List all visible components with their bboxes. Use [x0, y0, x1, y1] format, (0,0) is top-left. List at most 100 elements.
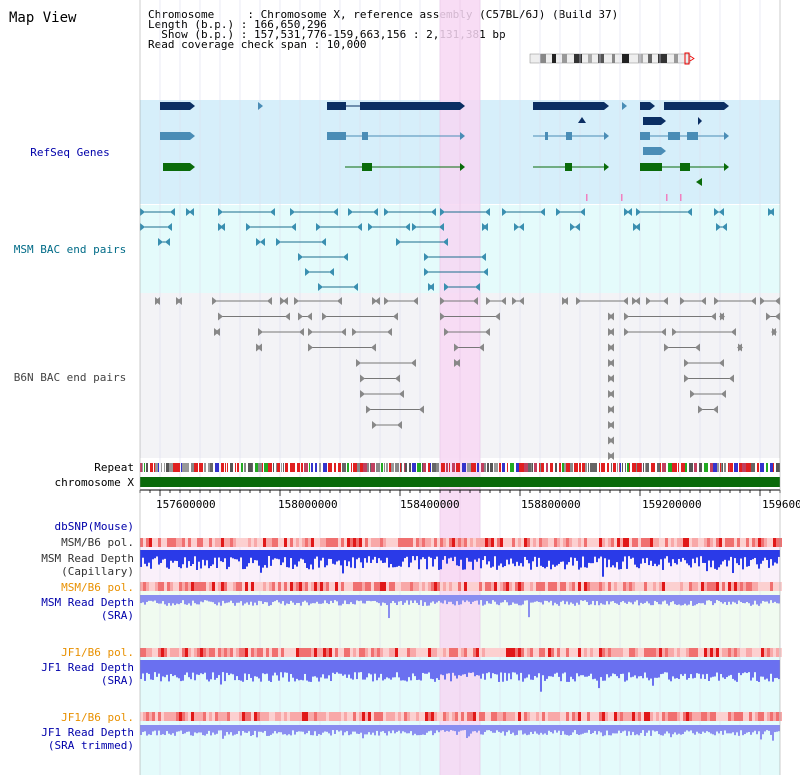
- track-label-msm-bac[interactable]: MSM BAC end pairs: [13, 243, 127, 256]
- pol-cell: [542, 582, 545, 591]
- depth-bar: [156, 660, 158, 677]
- pol-cell: [233, 538, 236, 547]
- depth-bar: [690, 595, 692, 601]
- depth-bar: [192, 660, 194, 673]
- depth-bar: [322, 595, 324, 604]
- depth-bar: [184, 660, 186, 675]
- depth-bar: [348, 725, 350, 736]
- pol-cell: [305, 538, 308, 547]
- chromosome-ideogram[interactable]: [528, 52, 700, 66]
- track-label-refseq[interactable]: RefSeq Genes: [30, 146, 110, 159]
- pol-cell: [434, 538, 437, 547]
- depth-bar: [456, 595, 458, 602]
- pol-cell: [263, 648, 266, 657]
- track-label-jf1-depth-sra-sub[interactable]: (SRA): [100, 674, 134, 687]
- depth-bar: [382, 725, 384, 732]
- depth-bar: [400, 660, 402, 681]
- gene-strand-arrow: [258, 102, 263, 110]
- depth-bar: [372, 725, 374, 733]
- depth-bar: [376, 550, 378, 564]
- depth-bar: [476, 660, 478, 676]
- repeat-element: [401, 463, 402, 472]
- depth-bar: [514, 660, 516, 673]
- pol-cell: [260, 712, 263, 721]
- repeat-element: [436, 463, 439, 472]
- track-label-jf1-depth-trimmed[interactable]: JF1 Read Depth: [41, 726, 134, 739]
- depth-bar: [628, 550, 630, 557]
- depth-bar: [356, 550, 358, 560]
- depth-bar: [346, 725, 348, 732]
- depth-bar: [768, 725, 770, 731]
- track-label-msm-depth-sra[interactable]: MSM Read Depth: [41, 596, 134, 609]
- pol-cell: [344, 582, 347, 591]
- depth-bar: [184, 725, 186, 734]
- depth-bar: [692, 595, 694, 606]
- depth-bar: [178, 725, 180, 732]
- pol-cell: [143, 582, 146, 591]
- pol-cell: [206, 582, 209, 591]
- repeat-element: [494, 463, 497, 472]
- depth-bar: [534, 725, 536, 732]
- depth-bar: [486, 595, 488, 602]
- depth-bar: [720, 725, 722, 731]
- depth-bar: [546, 725, 548, 735]
- bac-end: [270, 208, 275, 216]
- repeat-element: [625, 463, 626, 472]
- depth-bar: [720, 550, 722, 565]
- track-label-msm-depth-sra-sub[interactable]: (SRA): [100, 609, 134, 622]
- pol-cell: [194, 712, 197, 721]
- depth-bar: [726, 725, 728, 734]
- pol-cell: [368, 538, 371, 547]
- pol-cell: [383, 712, 386, 721]
- pol-cell: [659, 582, 662, 591]
- depth-bar: [516, 595, 518, 604]
- pol-cell: [422, 582, 425, 591]
- pol-cell: [635, 648, 638, 657]
- depth-bar: [258, 725, 260, 732]
- gene-exon: [640, 102, 650, 110]
- pol-cell: [566, 712, 569, 721]
- depth-bar: [692, 550, 694, 559]
- pol-cell: [677, 538, 680, 547]
- depth-bar: [672, 660, 674, 677]
- pol-cell: [764, 648, 767, 657]
- pol-cell: [605, 538, 608, 547]
- bac-end: [540, 208, 545, 216]
- gene-exon: [160, 102, 190, 110]
- depth-bar: [760, 725, 762, 740]
- repeat-element: [490, 463, 493, 472]
- pol-cell: [767, 538, 770, 547]
- depth-bar: [776, 725, 778, 732]
- pol-cell: [377, 538, 380, 547]
- pol-cell: [317, 582, 320, 591]
- depth-bar: [424, 660, 426, 674]
- depth-bar: [318, 660, 320, 682]
- depth-bar: [180, 550, 182, 569]
- pol-cell: [686, 538, 689, 547]
- depth-bar: [454, 660, 456, 676]
- depth-bar: [494, 725, 496, 733]
- depth-bar: [630, 595, 632, 603]
- depth-bar: [428, 660, 430, 673]
- depth-bar: [670, 595, 672, 603]
- depth-bar: [214, 550, 216, 558]
- depth-bar: [480, 725, 482, 735]
- track-label-jf1-depth-trimmed-sub[interactable]: (SRA trimmed): [47, 739, 134, 752]
- pol-cell: [632, 712, 635, 721]
- depth-bar: [534, 660, 536, 677]
- depth-bar: [438, 725, 440, 733]
- track-label-dbsnp[interactable]: dbSNP(Mouse): [54, 520, 134, 533]
- pol-cell: [425, 648, 428, 657]
- depth-bar: [634, 550, 636, 565]
- repeat-element: [734, 463, 738, 472]
- pol-cell: [488, 582, 491, 591]
- depth-bar: [750, 595, 752, 606]
- track-label-jf1-depth-sra[interactable]: JF1 Read Depth: [41, 661, 134, 674]
- track-label-b6n-bac[interactable]: B6N BAC end pairs: [13, 371, 127, 384]
- pol-cell: [398, 582, 401, 591]
- repeat-element: [381, 463, 383, 472]
- pol-cell: [638, 538, 641, 547]
- depth-bar: [462, 660, 464, 675]
- repeat-element: [161, 463, 162, 472]
